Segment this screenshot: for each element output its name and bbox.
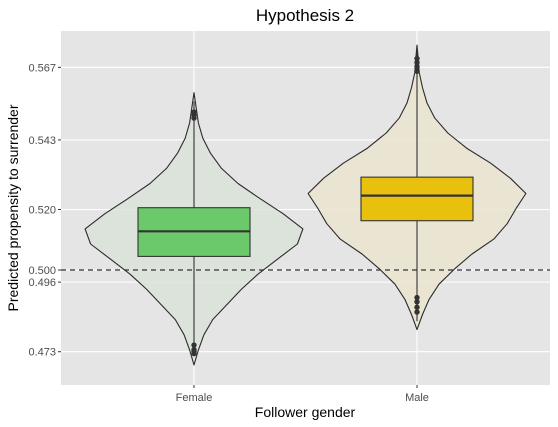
outlier-point-male [414,69,419,74]
outlier-point-female [191,109,196,114]
outlier-point-male [414,309,419,314]
y-tick-label: 0.496 [28,277,56,289]
y-tick-label: 0.543 [28,135,56,147]
outlier-point-male [414,305,419,310]
y-tick-label: 0.567 [28,62,56,74]
outlier-point-male [414,299,419,304]
x-tick-label: Male [405,392,429,404]
y-axis-title: Predicted propensity to surrender [5,104,21,311]
x-axis-title: Follower gender [255,404,356,420]
outlier-point-male [414,56,419,61]
y-tick-label: 0.520 [28,205,56,217]
y-tick-label: 0.500 [28,265,56,277]
box-male [361,177,473,221]
x-axis-ticks: Female Male [176,385,429,404]
outlier-point-female [191,349,196,354]
y-tick-label: 0.473 [28,347,56,359]
x-tick-label: Female [176,392,213,404]
chart-title: Hypothesis 2 [256,6,354,25]
